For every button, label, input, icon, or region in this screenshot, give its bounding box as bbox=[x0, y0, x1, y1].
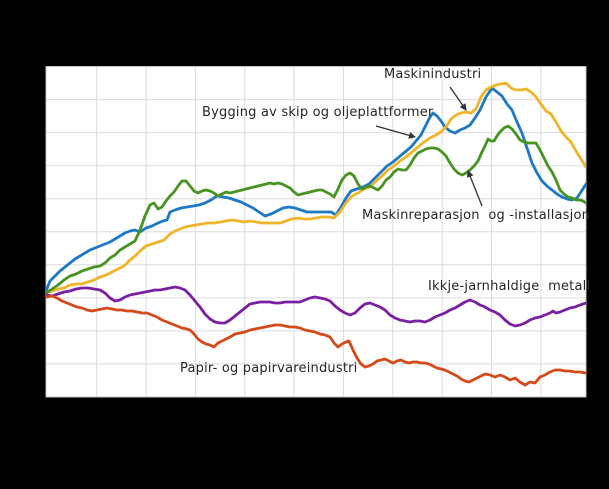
annotation-papir-og-papirvareindustri: Papir- og papirvareindustri bbox=[180, 361, 358, 376]
annotation-bygging-av-skip-og-oljeplattformer: Bygging av skip og oljeplattformer bbox=[202, 105, 434, 120]
annotation-maskinreparasjon-og-installasjon: Maskinreparasjon og -installasjon bbox=[362, 208, 591, 223]
series-line-maskinreparasjon-og-installasjon bbox=[46, 124, 586, 295]
annotation-arrows bbox=[375, 86, 483, 207]
annotation-ikkje-jarnhaldige-metall: Ikkje-jarnhaldige metall bbox=[428, 279, 591, 294]
series-line-bygging-av-skip-og-oljeplattformer bbox=[46, 86, 586, 293]
annotation-arrow bbox=[375, 125, 416, 139]
plot-border bbox=[45, 66, 587, 398]
annotation-arrow bbox=[466, 170, 483, 207]
series-line-maskinindustri bbox=[46, 81, 586, 295]
series-line-papir-og-papirvareindustri bbox=[46, 294, 586, 387]
annotation-maskinindustri: Maskinindustri bbox=[384, 67, 482, 82]
annotation-arrow bbox=[449, 86, 467, 111]
series-line-ikkje-jarnhaldige-metall bbox=[46, 285, 586, 328]
